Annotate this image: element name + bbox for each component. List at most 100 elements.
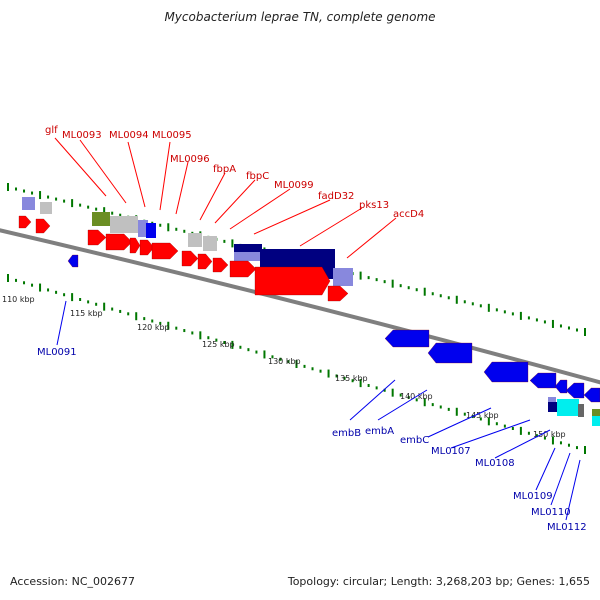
forward-track-tick xyxy=(63,199,66,203)
genome-summary-text: Topology: circular; Length: 3,268,203 bp… xyxy=(287,575,590,588)
reverse-track-tick xyxy=(407,395,410,399)
reverse-track-tick xyxy=(247,348,250,352)
ruler-tick-label: 120 kbp xyxy=(137,323,170,332)
forward-track-tick xyxy=(159,223,162,227)
forward-gene-label: fbpA xyxy=(213,164,236,175)
forward-track-tick xyxy=(15,187,18,191)
reverse-leader-line xyxy=(550,452,571,506)
reverse-gene xyxy=(554,379,568,394)
reverse-track-tick xyxy=(479,417,482,421)
genome-backbone xyxy=(0,228,600,385)
forward-track-tick xyxy=(519,311,522,320)
reverse-track-tick xyxy=(551,436,554,445)
reverse-gene-label: embB xyxy=(332,428,361,439)
reverse-track-tick xyxy=(391,388,394,397)
forward-leader-line xyxy=(253,199,331,235)
gene-block xyxy=(578,404,584,417)
forward-track-tick xyxy=(447,296,450,300)
forward-gene-label: ML0094 xyxy=(109,130,149,141)
forward-track-tick xyxy=(391,279,394,288)
forward-track-tick xyxy=(415,288,418,292)
reverse-track-tick xyxy=(415,398,418,402)
reverse-track-tick xyxy=(383,388,386,392)
forward-gene-label: pks13 xyxy=(359,200,389,211)
reverse-track-tick xyxy=(79,298,82,301)
reverse-track-tick xyxy=(431,403,434,407)
reverse-track-tick xyxy=(535,434,538,438)
ruler-tick-label: 145 kbp xyxy=(466,411,499,420)
reverse-gene-label: embA xyxy=(365,426,394,437)
forward-track-tick xyxy=(575,328,578,332)
reverse-leader-line xyxy=(349,379,396,421)
forward-leader-line xyxy=(159,141,171,211)
forward-gene-label: ML0096 xyxy=(170,154,210,165)
reverse-track-tick xyxy=(23,281,26,285)
forward-track-tick xyxy=(495,308,498,312)
reverse-track-tick xyxy=(199,331,202,340)
forward-track-tick xyxy=(359,271,362,280)
reverse-gene xyxy=(483,361,529,383)
forward-track-tick xyxy=(71,199,74,208)
reverse-track-tick xyxy=(143,317,146,321)
gene-block xyxy=(548,402,558,412)
reverse-track-tick xyxy=(239,345,242,349)
forward-leader-line xyxy=(79,139,127,204)
reverse-track-tick xyxy=(567,443,570,447)
reverse-track-tick xyxy=(399,393,402,397)
forward-leader-line xyxy=(299,207,363,247)
forward-gene xyxy=(87,229,107,246)
reverse-leader-line xyxy=(56,300,67,346)
forward-gene xyxy=(254,266,331,296)
reverse-gene-label: ML0112 xyxy=(547,522,587,533)
forward-track-tick xyxy=(431,292,434,296)
reverse-track-tick xyxy=(319,369,322,373)
reverse-track-tick xyxy=(295,360,298,368)
forward-gene-label: accD4 xyxy=(393,209,424,220)
reverse-track-tick xyxy=(255,350,258,354)
forward-gene xyxy=(229,260,257,278)
reverse-gene-label: ML0107 xyxy=(431,446,471,457)
reverse-track-tick xyxy=(151,319,154,323)
gene-block xyxy=(22,197,35,210)
forward-track-tick xyxy=(183,229,186,233)
forward-gene xyxy=(212,257,229,273)
reverse-leader-line xyxy=(377,389,428,421)
gene-block xyxy=(188,233,202,247)
ruler-tick-label: 150 kbp xyxy=(533,430,566,439)
reverse-track-tick xyxy=(367,384,370,387)
ruler-tick-label: 110 kbp xyxy=(2,295,35,304)
reverse-track-tick xyxy=(503,424,506,428)
gene-block xyxy=(548,397,556,405)
forward-gene xyxy=(151,242,179,260)
reverse-track-tick xyxy=(63,293,66,297)
reverse-gene xyxy=(384,329,430,348)
gene-block xyxy=(92,212,110,226)
reverse-track-tick xyxy=(135,312,138,321)
reverse-track-tick xyxy=(119,309,122,313)
forward-track-tick xyxy=(175,227,178,231)
gene-block xyxy=(203,236,217,251)
ruler-tick-label: 135 kbp xyxy=(335,374,368,383)
reverse-track-tick xyxy=(39,283,42,292)
reverse-track-tick xyxy=(55,290,58,294)
reverse-track-tick xyxy=(375,386,378,390)
forward-track-tick xyxy=(471,302,474,306)
forward-track-tick xyxy=(584,328,586,336)
reverse-track-tick xyxy=(31,283,34,287)
forward-track-tick xyxy=(439,294,442,298)
reverse-gene-label: embC xyxy=(400,435,429,446)
ruler-tick-label: 130 kbp xyxy=(268,357,301,366)
reverse-gene xyxy=(67,254,79,268)
forward-track-tick xyxy=(167,223,170,232)
forward-track-tick xyxy=(119,213,122,217)
forward-gene xyxy=(139,239,155,256)
forward-track-tick xyxy=(567,326,570,330)
forward-track-tick xyxy=(87,205,90,209)
forward-track-tick xyxy=(399,284,402,288)
reverse-gene xyxy=(427,342,473,364)
reverse-track-tick xyxy=(495,422,498,426)
forward-track-tick xyxy=(31,191,34,195)
reverse-track-tick xyxy=(215,338,218,342)
reverse-leader-line xyxy=(565,459,581,521)
reverse-track-tick xyxy=(95,302,98,306)
